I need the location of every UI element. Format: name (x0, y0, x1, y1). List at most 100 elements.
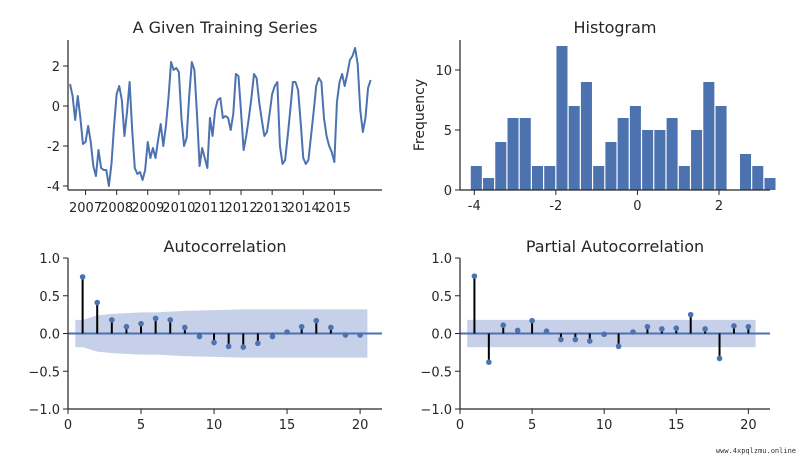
histogram-bar (507, 118, 519, 190)
x-tick-label: 2011 (193, 201, 226, 216)
correlation-marker (514, 327, 521, 334)
y-tick-label: 10 (435, 64, 452, 79)
histogram-bar (580, 82, 592, 190)
histogram-bar (495, 142, 507, 190)
correlation-marker (529, 317, 535, 324)
histogram-bar (752, 166, 764, 190)
y-tick-label: 0 (52, 100, 60, 115)
x-tick-label: 0 (633, 199, 641, 214)
y-axis-label: Frequency (412, 79, 428, 151)
correlation-marker (731, 323, 737, 329)
x-tick-label: 2012 (225, 201, 258, 216)
correlation-marker (328, 324, 334, 331)
histogram-bar (715, 106, 727, 190)
correlation-marker (486, 359, 492, 365)
correlation-marker (601, 331, 607, 338)
histogram-bar (483, 178, 495, 190)
histogram-bar (556, 46, 568, 190)
correlation-marker (558, 336, 564, 343)
correlation-marker (269, 333, 276, 340)
y-tick-label: −1.0 (420, 403, 452, 418)
x-tick-label: -2 (549, 199, 562, 214)
correlation-marker (471, 273, 478, 279)
y-tick-label: 0.0 (431, 328, 452, 343)
y-tick-label: 1.0 (39, 252, 60, 267)
histogram-bar (691, 130, 703, 190)
autocorrelation-panel: Autocorrelation −1.0 −0.5 0.0 0.5 1.0 0 5 10 15 20 (28, 237, 382, 433)
histogram-bar (678, 166, 690, 190)
x-tick-label: -4 (468, 199, 481, 214)
y-tick-label: -2 (47, 140, 60, 155)
histogram-bar (703, 82, 715, 190)
x-tick-label: 0 (64, 418, 72, 433)
y-tick-label: −1.0 (28, 403, 60, 418)
correlation-marker (298, 323, 305, 330)
y-tick-label: −0.5 (420, 365, 452, 380)
y-tick-label: 0.5 (39, 290, 60, 305)
y-tick-label: 5 (444, 124, 452, 139)
chart-title: Partial Autocorrelation (526, 237, 704, 256)
y-tick-label: 0 (444, 184, 452, 199)
correlation-marker (500, 322, 507, 328)
x-tick-label: 5 (137, 418, 145, 433)
correlation-marker (225, 343, 232, 350)
correlation-marker (284, 329, 290, 335)
histogram-bar (764, 178, 776, 190)
correlation-marker (94, 299, 101, 306)
correlation-marker (687, 311, 694, 318)
correlation-marker (240, 344, 247, 350)
chart-title: A Given Training Series (133, 18, 318, 37)
x-tick-label: 2014 (287, 201, 320, 216)
histogram-bar (654, 130, 666, 190)
watermark: www.4xpqlzmu.online (716, 447, 796, 455)
correlation-marker (357, 332, 363, 338)
chart-title: Autocorrelation (164, 237, 287, 256)
x-tick-label: 20 (740, 418, 757, 433)
correlation-marker (182, 324, 188, 331)
y-tick-label: 0.0 (39, 328, 60, 343)
x-tick-label: 2010 (162, 201, 195, 216)
histogram-bar (470, 166, 482, 190)
histogram-bar (519, 118, 531, 190)
x-tick-label: 20 (352, 418, 369, 433)
x-tick-label: 15 (279, 418, 296, 433)
correlation-marker (543, 328, 550, 335)
correlation-marker (255, 340, 261, 347)
histogram-bar (642, 130, 654, 190)
correlation-marker (138, 320, 144, 327)
histogram-bar (605, 142, 617, 190)
histogram-bar (666, 118, 678, 190)
x-tick-label: 5 (528, 418, 536, 433)
x-tick-label: 0 (456, 418, 464, 433)
correlation-marker (572, 336, 579, 343)
histogram-bar (740, 154, 752, 190)
histogram-bar (629, 106, 641, 190)
correlation-marker (109, 317, 115, 323)
chart-title: Histogram (574, 18, 657, 37)
correlation-marker (313, 317, 320, 324)
correlation-marker (615, 343, 622, 350)
y-tick-label: 0.5 (431, 290, 452, 305)
histogram-bar (544, 166, 556, 190)
correlation-marker (586, 338, 593, 344)
correlation-marker (342, 332, 349, 338)
x-tick-label: 10 (596, 418, 613, 433)
y-tick-label: 1.0 (431, 252, 452, 267)
x-tick-label: 2007 (69, 201, 102, 216)
x-tick-label: 2009 (131, 201, 164, 216)
correlation-marker (745, 323, 752, 330)
x-tick-label: 2008 (100, 201, 133, 216)
y-tick-label: -4 (47, 180, 60, 195)
histogram-bar (531, 166, 544, 190)
x-tick-label: 2013 (256, 201, 289, 216)
histogram-bar (568, 106, 580, 190)
series-line (69, 47, 372, 187)
correlation-marker (196, 333, 203, 340)
histogram-bar (617, 118, 629, 190)
correlation-marker (79, 274, 86, 280)
y-tick-label: 2 (52, 60, 60, 75)
x-tick-label: 15 (668, 418, 685, 433)
partial-autocorrelation-panel: Partial Autocorrelation −1.0 −0.5 0.0 0.5 1.0… (420, 237, 770, 433)
x-tick-label: 10 (206, 418, 223, 433)
